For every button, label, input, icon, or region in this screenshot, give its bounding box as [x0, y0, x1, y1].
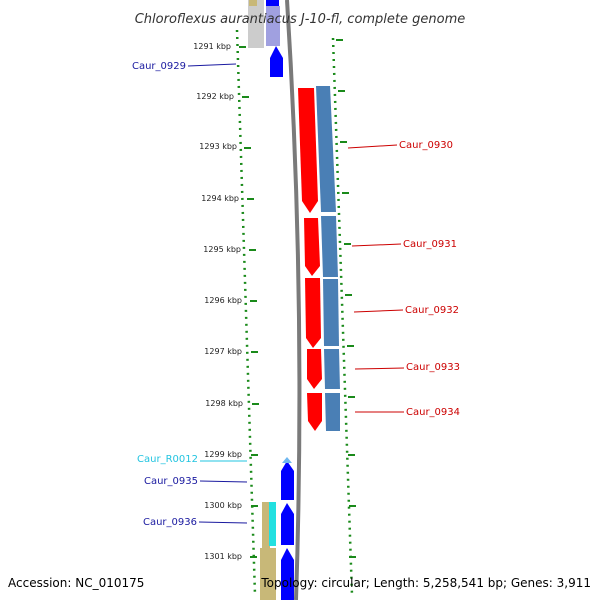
- blast-hit-track: [316, 86, 340, 431]
- gene-label-caur-0935[interactable]: Caur_0935: [144, 476, 198, 487]
- gene-label-caur-0936[interactable]: Caur_0936: [143, 517, 197, 528]
- gc-block: [248, 0, 264, 48]
- cds-arrow-caur-0932: [305, 278, 321, 348]
- gene-label-caur-0929[interactable]: Caur_0929: [132, 61, 186, 72]
- label-leader-line: [351, 243, 402, 247]
- tick-label: 1294 kbp: [201, 194, 239, 203]
- tick-label: 1293 kbp: [199, 142, 237, 151]
- tick-label: 1299 kbp: [204, 450, 242, 459]
- tick-label: 1297 kbp: [204, 347, 242, 356]
- forward-cds-track: [266, 0, 294, 600]
- tick-label: 1295 kbp: [203, 245, 241, 254]
- gene-label-caur-0930[interactable]: Caur_0930: [399, 140, 453, 151]
- tick-label: 1301 kbp: [204, 552, 242, 561]
- label-leader-line: [354, 367, 405, 370]
- tick-label: 1300 kbp: [204, 501, 242, 510]
- cds-arrow-caur-0933: [307, 349, 322, 389]
- gene-label-caur-0933[interactable]: Caur_0933: [406, 362, 460, 373]
- label-leader-line: [199, 480, 248, 483]
- blast-block: [316, 86, 336, 212]
- cds-arrow-caur-0936: [281, 503, 294, 545]
- inner-dotted-ring: [331, 37, 354, 596]
- blast-block: [325, 393, 340, 431]
- gc-block: [249, 0, 257, 6]
- map-title: Chloroflexus aurantiacus J-10-fl, comple…: [135, 12, 466, 27]
- gene-label-caur-0932[interactable]: Caur_0932: [405, 305, 459, 316]
- tick-label: 1298 kbp: [205, 399, 243, 408]
- gene-label-caur-0934[interactable]: Caur_0934: [406, 407, 460, 418]
- gene-label-caur-r0012[interactable]: Caur_R0012: [137, 454, 198, 465]
- blast-block: [323, 279, 339, 346]
- reverse-cds-track: [298, 88, 322, 431]
- cds-arrow-caur-0935: [281, 461, 294, 500]
- cds-arrow-caur-0934: [307, 393, 322, 431]
- gc-block: [260, 548, 276, 600]
- label-leader-line: [187, 63, 237, 67]
- scale-ticks: [239, 39, 356, 558]
- tick-label: 1292 kbp: [196, 92, 234, 101]
- rna-feature: [269, 502, 276, 546]
- outer-dotted-ring: [235, 29, 257, 596]
- cds-arrow-caur-0929: [270, 46, 283, 77]
- label-leader-line: [347, 144, 398, 149]
- cds-arrow-caur-0931: [304, 218, 320, 276]
- label-leader-line: [198, 521, 248, 524]
- gc-content-track: [248, 0, 276, 600]
- backbone-curve: [285, 0, 302, 600]
- cds-arrow-caur-0930: [298, 88, 318, 213]
- backbone: [285, 0, 302, 600]
- accession-text: Accession: NC_010175: [8, 576, 144, 590]
- gene-label-caur-0931[interactable]: Caur_0931: [403, 239, 457, 250]
- genome-summary-text: Topology: circular; Length: 5,258,541 bp…: [260, 576, 591, 590]
- cds-arrow: [266, 6, 280, 46]
- rna-arrow-caur-r0012: [282, 457, 292, 463]
- tick-label: 1291 kbp: [193, 42, 231, 51]
- blast-block: [324, 349, 340, 389]
- tick-label: 1296 kbp: [204, 296, 242, 305]
- label-leader-line: [353, 309, 404, 313]
- cds-arrow: [281, 548, 294, 600]
- blast-block: [321, 216, 338, 277]
- cds-arrow: [266, 0, 279, 6]
- label-leader-lines: [187, 63, 405, 524]
